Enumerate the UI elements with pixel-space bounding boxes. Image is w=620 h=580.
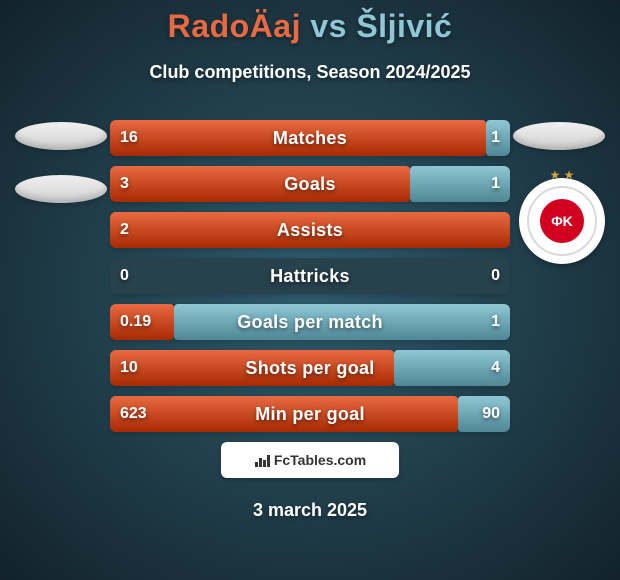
player2-name: Šljivić	[356, 8, 452, 44]
stat-right-value: 1	[481, 304, 510, 340]
stat-left-value: 16	[110, 120, 148, 156]
right-club-crest: ★ ★ ΦK	[519, 178, 605, 264]
stat-right-value: 0	[481, 258, 510, 294]
crest-ring: ΦK	[527, 186, 597, 256]
comparison-date: 3 march 2025	[0, 500, 620, 521]
left-club-badge-2	[15, 175, 107, 203]
comparison-title: RadoÄaj vs Šljivić	[0, 8, 620, 45]
stat-left-value: 0	[110, 258, 139, 294]
comparison-subtitle: Club competitions, Season 2024/2025	[0, 62, 620, 83]
stat-row-assists: Assists2	[110, 212, 510, 248]
vs-text: vs	[301, 8, 356, 44]
stat-left-value: 10	[110, 350, 148, 386]
stat-label: Assists	[110, 212, 510, 248]
stat-label: Goals	[110, 166, 510, 202]
stat-left-value: 623	[110, 396, 157, 432]
stat-row-hattricks: Hattricks0 0	[110, 258, 510, 294]
right-club-badge-1	[513, 122, 605, 150]
stat-left-value: 2	[110, 212, 139, 248]
fctables-text: FcTables.com	[274, 452, 366, 468]
stat-row-matches: Matches16 1	[110, 120, 510, 156]
stat-row-min-per-goal: Min per goal623 90	[110, 396, 510, 432]
stat-label: Shots per goal	[110, 350, 510, 386]
stat-left-value: 3	[110, 166, 139, 202]
crest-center: ΦK	[540, 199, 584, 243]
stat-row-goals: Goals3 1	[110, 166, 510, 202]
stat-left-value: 0.19	[110, 304, 161, 340]
crest-stars: ★ ★	[550, 168, 575, 182]
stat-label: Matches	[110, 120, 510, 156]
stat-right-value: 90	[472, 396, 510, 432]
stat-label: Min per goal	[110, 396, 510, 432]
stat-label: Goals per match	[110, 304, 510, 340]
stat-right-value: 1	[481, 166, 510, 202]
stat-row-goals-per-match: Goals per match0.19 1	[110, 304, 510, 340]
stat-label: Hattricks	[110, 258, 510, 294]
fctables-watermark: FcTables.com	[221, 442, 399, 478]
fctables-icon	[254, 452, 270, 468]
stat-right-value: 4	[481, 350, 510, 386]
stat-row-shots-per-goal: Shots per goal10 4	[110, 350, 510, 386]
player1-name: RadoÄaj	[168, 8, 301, 44]
stats-bars: Matches161Goals31Assists2Hattricks00Goal…	[110, 120, 510, 432]
stat-right-value: 1	[481, 120, 510, 156]
left-club-badge-1	[15, 122, 107, 150]
